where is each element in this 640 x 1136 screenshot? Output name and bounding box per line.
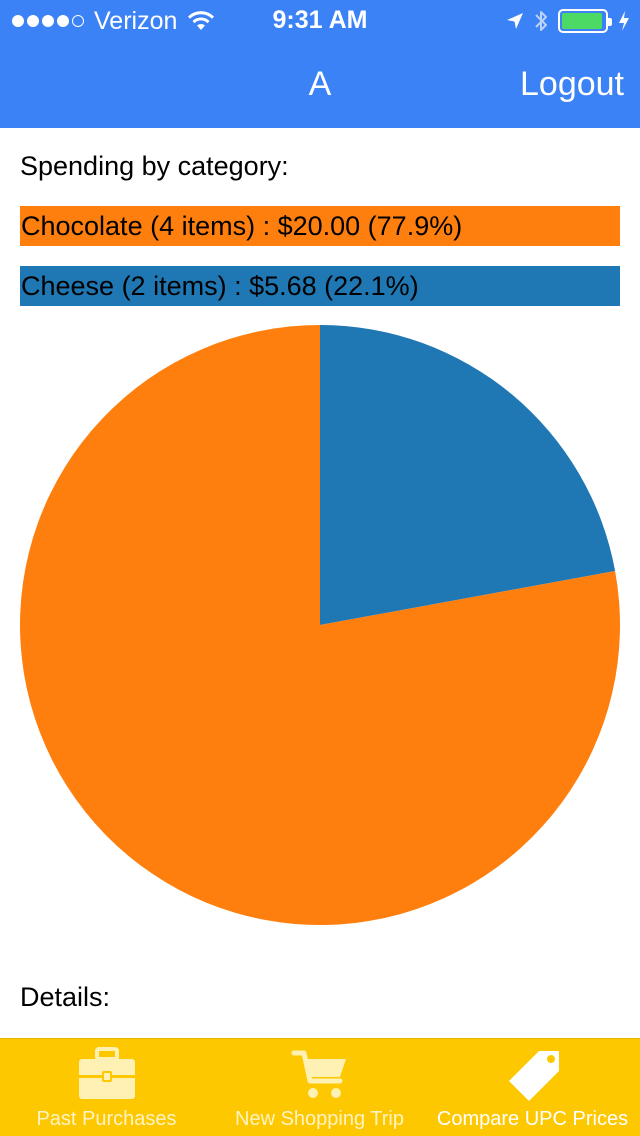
signal-strength-icon — [12, 15, 84, 27]
spending-pie-chart — [20, 325, 620, 925]
logout-button[interactable]: Logout — [520, 65, 624, 103]
main-content: Spending by category: Chocolate (4 items… — [0, 128, 640, 1038]
nav-title: A — [308, 65, 332, 103]
signal-dot — [57, 15, 69, 27]
app-header: Verizon 9:31 AM A Logout — [0, 0, 640, 128]
signal-dot — [27, 15, 39, 27]
wifi-icon — [188, 11, 215, 30]
battery-level — [562, 13, 602, 29]
carrier-name: Verizon — [94, 7, 178, 35]
tab-label: New Shopping Trip — [235, 1108, 404, 1130]
charging-icon — [619, 11, 629, 31]
signal-dot — [72, 15, 84, 27]
details-heading: Details: — [20, 982, 111, 1012]
nav-bar: A Logout — [0, 40, 640, 128]
tab-label: Past Purchases — [36, 1108, 177, 1130]
shopping-cart-icon — [291, 1050, 346, 1098]
tab-new-shopping-trip[interactable]: New Shopping Trip — [213, 1039, 426, 1136]
legend-item-chocolate: Chocolate (4 items) : $20.00 (77.9%) — [20, 206, 620, 246]
tab-label: Compare UPC Prices — [436, 1108, 629, 1130]
bluetooth-icon — [535, 11, 547, 31]
price-tag-icon — [509, 1051, 559, 1101]
tab-compare-upc-prices[interactable]: Compare UPC Prices — [426, 1039, 640, 1136]
signal-dot — [12, 15, 24, 27]
pie-slice-cheese — [320, 325, 616, 625]
tab-bar: Past Purchases New Shopping Trip Compare… — [0, 1038, 640, 1136]
legend-item-cheese: Cheese (2 items) : $5.68 (22.1%) — [20, 266, 620, 306]
status-bar: Verizon 9:31 AM — [0, 0, 640, 40]
spending-heading: Spending by category: — [20, 151, 289, 181]
briefcase-icon — [78, 1047, 135, 1099]
status-time: 9:31 AM — [272, 6, 368, 34]
signal-dot — [42, 15, 54, 27]
tab-past-purchases[interactable]: Past Purchases — [0, 1039, 213, 1136]
pie-slice-chocolate — [20, 325, 620, 925]
location-arrow-icon — [507, 13, 523, 29]
status-right — [506, 8, 630, 34]
battery-icon — [558, 9, 612, 33]
battery-cap — [608, 18, 612, 26]
status-left: Verizon — [12, 7, 215, 35]
